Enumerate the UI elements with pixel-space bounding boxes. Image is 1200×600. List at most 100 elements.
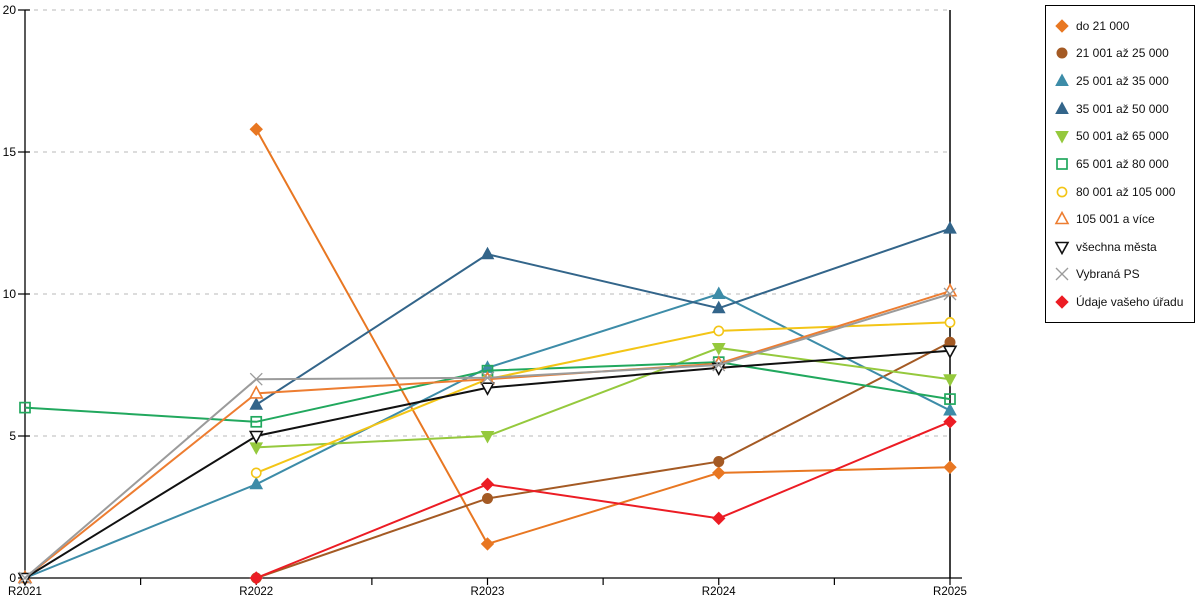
series-line <box>24 361 951 423</box>
data-point-marker <box>1055 19 1069 33</box>
data-point-marker <box>481 371 494 385</box>
legend: do 21 000 21 001 až 25 000 25 001 až 35 00… <box>1045 5 1195 323</box>
legend-item-10: Vybraná PS <box>1054 265 1190 283</box>
data-point-marker <box>942 345 958 359</box>
series-line <box>255 227 951 406</box>
data-point-marker <box>944 393 956 405</box>
triangle-up-marker-icon <box>1054 211 1070 225</box>
y-axis-tick-label: 15 <box>3 145 17 159</box>
data-point-marker <box>1056 186 1068 197</box>
legend-label: 21 001 až 25 000 <box>1076 46 1169 61</box>
legend-item-1: do 21 000 <box>1054 17 1190 35</box>
y-axis-tick-label: 5 <box>9 429 16 443</box>
series-11 <box>249 415 957 585</box>
data-point-marker <box>19 401 31 414</box>
legend-item-9: všechna města <box>1054 238 1190 256</box>
legend-label: všechna města <box>1076 239 1157 254</box>
data-point-marker <box>250 415 263 428</box>
diamond-marker-icon <box>1055 19 1069 33</box>
data-point-marker <box>712 511 726 526</box>
triangle-down-marker-icon <box>1054 241 1070 255</box>
data-point-marker <box>249 122 263 136</box>
legend-label: 65 001 až 80 000 <box>1076 156 1169 171</box>
series-1 <box>249 122 957 551</box>
series-7 <box>250 316 956 479</box>
data-point-marker <box>713 456 725 468</box>
data-point-marker <box>943 287 957 301</box>
legend-item-2: 21 001 až 25 000 <box>1054 44 1190 62</box>
data-point-marker <box>480 382 495 396</box>
circle-marker-icon <box>1056 47 1068 59</box>
data-point-marker <box>1056 158 1068 170</box>
series-line <box>255 341 951 579</box>
data-point-marker <box>249 397 264 410</box>
data-point-marker <box>249 372 263 386</box>
legend-label: do 21 000 <box>1076 18 1130 33</box>
data-point-marker <box>250 467 262 479</box>
y-axis-tick-label: 20 <box>3 3 17 17</box>
x-axis-tick-label: R2025 <box>933 586 967 598</box>
legend-item-7: 80 001 až 105 000 <box>1054 183 1190 201</box>
data-point-marker <box>943 402 957 416</box>
data-point-marker <box>1056 47 1068 59</box>
data-point-marker <box>248 430 264 445</box>
data-point-marker <box>249 442 264 455</box>
data-point-marker <box>480 477 495 491</box>
data-point-marker <box>711 300 726 314</box>
series-5 <box>249 342 957 455</box>
x-axis-tick-label: R2022 <box>239 586 273 598</box>
triangle-up-marker-icon <box>1055 73 1069 87</box>
series-line <box>255 420 951 579</box>
data-point-marker <box>943 374 957 387</box>
triangle-up-marker-icon <box>1055 101 1069 114</box>
x-axis-tick-label: R2024 <box>702 586 736 598</box>
data-point-marker <box>480 537 495 551</box>
legend-label: 105 001 a více <box>1076 212 1155 227</box>
legend-item-8: 105 001 a více <box>1054 210 1190 228</box>
y-axis-tick-label: 0 <box>9 571 16 585</box>
data-point-marker <box>1055 73 1069 87</box>
data-point-marker <box>248 385 264 399</box>
data-point-marker <box>712 358 726 372</box>
legend-item-11: Údaje vašeho úřadu <box>1054 293 1190 311</box>
series-2 <box>250 336 956 584</box>
data-point-marker <box>713 325 725 337</box>
diamond-marker-icon <box>1055 295 1069 309</box>
data-point-marker <box>482 492 493 504</box>
y-axis-tick-label: 10 <box>3 287 17 301</box>
legend-label: 80 001 až 105 000 <box>1076 184 1176 199</box>
triangle-down-marker-icon <box>1055 131 1069 144</box>
data-point-marker <box>1054 241 1070 255</box>
legend-item-3: 25 001 až 35 000 <box>1054 72 1190 90</box>
data-point-marker <box>944 316 956 328</box>
circle-marker-icon <box>1056 186 1068 197</box>
data-point-marker <box>1055 295 1069 309</box>
legend-label: 25 001 až 35 000 <box>1076 74 1169 89</box>
legend-item-6: 65 001 až 80 000 <box>1054 155 1190 173</box>
data-point-marker <box>480 431 495 444</box>
square-marker-icon <box>1056 158 1068 170</box>
data-point-marker <box>711 286 726 299</box>
data-point-marker <box>18 571 32 585</box>
series-9 <box>17 345 958 587</box>
data-point-marker <box>249 571 263 585</box>
data-point-marker <box>943 460 957 474</box>
series-line <box>255 321 951 474</box>
series-4 <box>249 221 957 410</box>
legend-label: Vybraná PS <box>1076 267 1140 282</box>
legend-label: 35 001 až 50 000 <box>1076 101 1169 116</box>
data-point-marker <box>480 246 495 260</box>
data-point-marker <box>1055 101 1069 114</box>
x-marker-icon <box>1055 267 1069 281</box>
x-axis-tick-label: R2023 <box>471 586 505 598</box>
data-point-marker <box>1055 131 1069 144</box>
data-point-marker <box>943 221 957 234</box>
legend-label: Údaje vašeho úřadu <box>1076 295 1184 310</box>
data-point-marker <box>249 476 264 490</box>
series-line <box>256 346 951 449</box>
legend-item-4: 35 001 až 50 000 <box>1054 100 1190 118</box>
x-axis-tick-label: R2021 <box>8 586 42 598</box>
data-point-marker <box>943 415 957 429</box>
